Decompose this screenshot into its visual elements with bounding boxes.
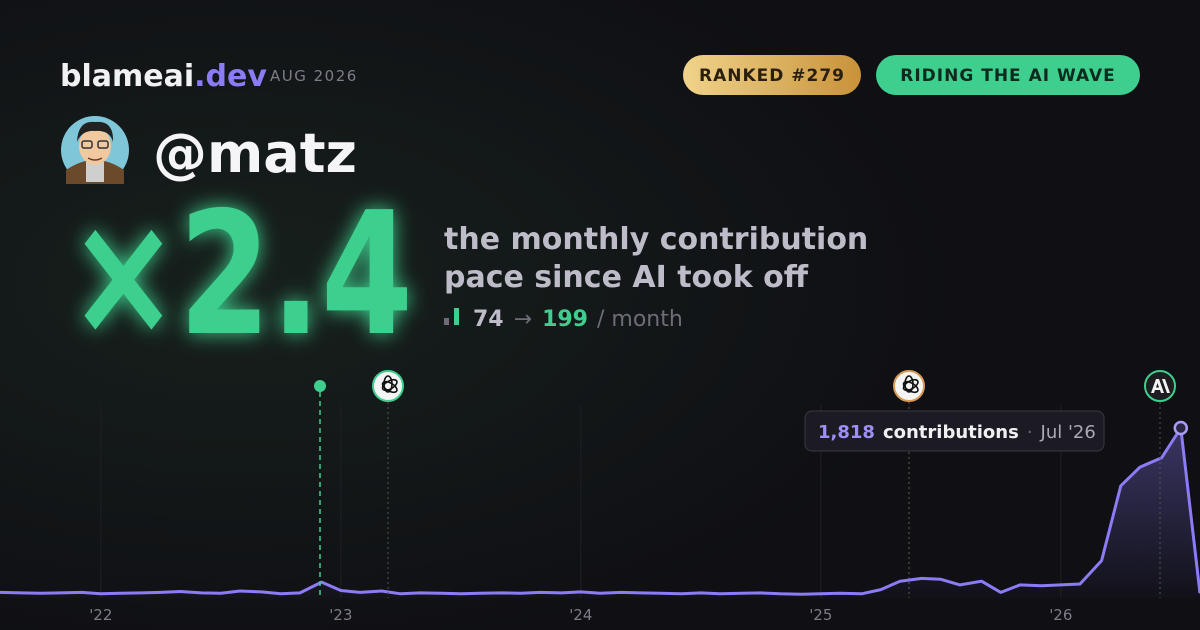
brand-name: blameai	[60, 59, 194, 94]
line	[0, 426, 1200, 596]
caption-line: the monthly contribution	[444, 222, 868, 257]
status-badge-text: RIDING THE AI WAVE	[900, 66, 1115, 86]
rank-badge	[683, 55, 861, 95]
anthropic-icon	[1144, 370, 1176, 402]
event-markers	[314, 370, 1176, 598]
pace-arrow: →	[514, 307, 532, 332]
brand-tld: .dev	[194, 59, 267, 94]
tooltip-separator: ·	[1027, 422, 1033, 443]
tooltip-date: Jul '26	[1040, 422, 1096, 443]
pace-after: 199	[542, 307, 588, 332]
pace-before: 74	[473, 307, 504, 332]
openai-icon	[893, 370, 925, 402]
tooltip-box	[804, 410, 1105, 452]
pace-icon	[444, 318, 449, 325]
tooltip-value: 1,818	[818, 422, 875, 443]
handle: @matz	[153, 122, 357, 185]
avatar	[61, 116, 129, 184]
highlight-point	[1173, 420, 1189, 436]
event-dot	[314, 380, 326, 392]
tooltip-text: 1,818 contributions · Jul '26	[818, 422, 1096, 443]
status-badge	[876, 55, 1140, 95]
multiplier: ×2.4	[68, 176, 413, 374]
brand: blameai.dev	[60, 59, 267, 94]
period: AUG 2026	[270, 67, 358, 85]
pace: 74 → 199 / month	[473, 307, 683, 332]
pace-unit: / month	[597, 307, 683, 332]
x-tick-label: '24	[569, 606, 592, 624]
x-tick-label: '22	[89, 606, 112, 624]
chart: '22 '23 '24 '25 '26	[0, 405, 1200, 624]
rank-badge-text: RANKED #279	[699, 66, 845, 86]
x-tick-label: '23	[329, 606, 352, 624]
pace-icon	[454, 308, 459, 325]
x-tick-label: '25	[809, 606, 832, 624]
x-tick-label: '26	[1049, 606, 1072, 624]
openai-icon	[372, 370, 404, 402]
tooltip-label: contributions	[883, 422, 1019, 443]
caption-line: pace since AI took off	[444, 260, 809, 295]
tooltip: 1,818 contributions · Jul '26	[804, 410, 1105, 452]
